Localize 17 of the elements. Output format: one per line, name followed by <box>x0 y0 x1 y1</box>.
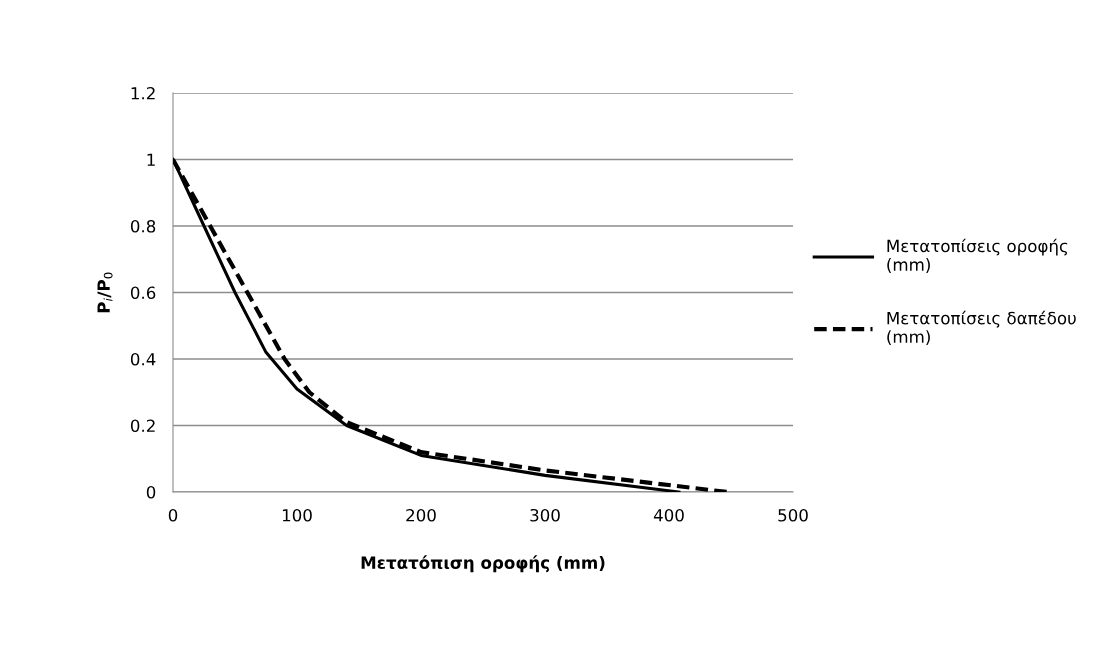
x-tick-label: 100 <box>282 508 312 522</box>
x-tick-label: 400 <box>653 508 684 522</box>
y-tick-label: 1.2 <box>131 86 155 100</box>
y-tick-label: 0.6 <box>130 286 156 300</box>
x-tick-label: 0 <box>168 508 178 522</box>
x-tick-label: 300 <box>530 508 560 522</box>
y-tick-label: 0.4 <box>130 352 156 366</box>
x-axis-title: Μετατόπιση οροφής (mm) <box>361 555 605 573</box>
y-axis-title: P$_{i}$/P$_{0}$ <box>97 272 113 313</box>
legend-label: Μετατοπίσεις οροφής (mm) <box>887 238 1068 273</box>
y-tick-label: 0 <box>146 485 156 499</box>
x-tick-label: 500 <box>778 508 808 522</box>
x-tick-label: 200 <box>406 508 436 522</box>
legend-label: Μετατοπίσεις δαπέδου (mm) <box>887 310 1076 346</box>
y-tick-label: 0.2 <box>130 419 155 433</box>
y-tick-label: 0.8 <box>130 219 156 233</box>
y-tick-label: 1 <box>147 153 155 166</box>
